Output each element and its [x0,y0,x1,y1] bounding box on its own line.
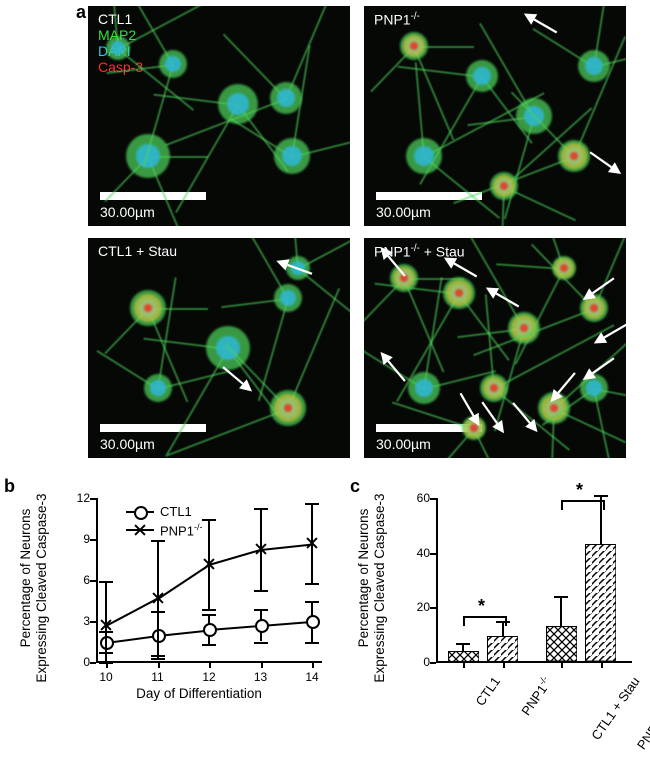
scalebar-label: 30.00µm [100,436,155,452]
circle-marker-icon [203,623,217,637]
micrograph-grid: CTL1 MAP2 DAPI Casp-3 30.00µm PNP1-/- PN… [88,6,628,458]
micrograph-pnp1: PNP1-/- PNP1-/- 30.00µm [364,6,626,226]
xtick-label: 13 [251,670,271,684]
scalebar-label: 30.00µm [376,436,431,452]
significance-bracket [463,616,506,626]
panel-label-b: b [4,476,15,497]
y-axis [96,498,98,662]
xtick-label: 10 [96,670,116,684]
ytick-label: 20 [406,600,430,614]
condition-label: CTL1 + Stau [98,243,177,259]
circle-marker-icon [152,629,166,643]
legend-ctl1: CTL1 [98,11,143,27]
ytick-label: 12 [68,491,90,505]
legend-pnp1-row: PNP1-/- PNP1-/- [126,522,203,538]
xcat-label: CTL1 [473,674,504,709]
bar [487,636,518,662]
circle-marker-icon [255,619,269,633]
micrograph-pnp1-stau: PNP1-/- + Stau PNP1-/- + Stau 30.00µm [364,238,626,458]
ylabel-line2: Expressing Cleaved Caspase-3 [372,488,387,688]
xtick-label: 11 [148,670,168,684]
bar [585,544,616,662]
condition-label: PNP1-/- PNP1-/- [374,11,420,28]
y-axis-label: Percentage of Neurons [356,490,371,666]
plot-area-c: ** [436,498,632,662]
condition-label: PNP1-/- + Stau PNP1-/- + Stau [374,243,465,260]
x-marker-icon [152,592,164,604]
x-axis-label: Day of Differentiation [66,686,332,701]
ytick-label: 0 [68,655,90,669]
y-axis-label: Percentage of Neurons [18,490,33,666]
ylabel-line2: Expressing Cleaved Caspase-3 [34,488,49,688]
x-marker-icon [255,543,267,555]
micrograph-ctl1-stau: CTL1 + Stau 30.00µm [88,238,350,458]
micrograph-ctl1: CTL1 MAP2 DAPI Casp-3 30.00µm [88,6,350,226]
panel-label-a: a [76,2,86,23]
y-axis-label2: Expressing Cleaved Caspase-3 [372,488,387,688]
scalebar [100,424,206,432]
scalebar [100,192,206,200]
y-axis-label2: Expressing Cleaved Caspase-3 [34,488,49,688]
xtick-label: 14 [302,670,322,684]
xcat-label: PNP1-/- [517,674,555,718]
significance-bracket [561,500,604,510]
ytick-label: 6 [68,573,90,587]
ytick-label: 60 [406,491,430,505]
x-marker-icon [306,537,318,549]
ylabel-line1: Percentage of Neurons [18,490,33,666]
ytick-label: 3 [68,614,90,628]
legend-pnp1-text: PNP1-/- [160,522,203,538]
ytick-label: 9 [68,532,90,546]
xtick-label: 12 [199,670,219,684]
significance-star: * [478,596,485,617]
bar-chart-c: ** Percentage of Neurons Expressing Clea… [404,490,642,720]
ylabel-line1: Percentage of Neurons [356,490,371,666]
legend-ctl1-text: CTL1 [160,504,192,519]
line-chart-b: Percentage of Neurons Expressing Cleaved… [66,490,332,720]
ytick-label: 40 [406,546,430,560]
ytick-label: 0 [406,655,430,669]
x-marker-icon [100,619,112,631]
x-marker-icon [203,558,215,570]
scalebar-label: 30.00µm [100,204,155,220]
xcat-label: CTL1 + Stau [589,674,643,743]
circle-marker-icon [306,615,320,629]
scalebar-label: 30.00µm [376,204,431,220]
bar [546,626,577,662]
arrow-icon [519,6,565,47]
legend-ctl1-row: CTL1 [126,504,192,519]
y-axis [436,498,438,662]
figure-root: a b c CTL1 MAP2 DAPI Casp-3 30.00µm PNP1… [0,0,650,784]
significance-star: * [576,480,583,501]
circle-marker-icon [100,636,114,650]
